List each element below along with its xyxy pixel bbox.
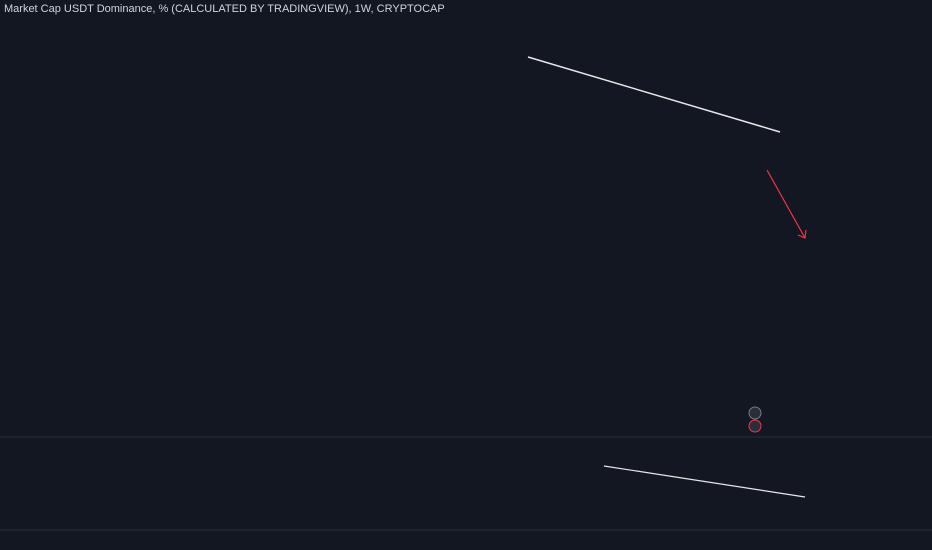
event-icon[interactable] [748,406,762,420]
arrow-line [766,169,806,239]
chart-title: Market Cap USDT Dominance, % (CALCULATED… [4,3,445,15]
trend-line [527,56,781,133]
drawings [527,56,807,498]
event-icon[interactable] [748,419,762,433]
rsi-trend-line [603,465,806,498]
arrow-head [797,229,807,239]
